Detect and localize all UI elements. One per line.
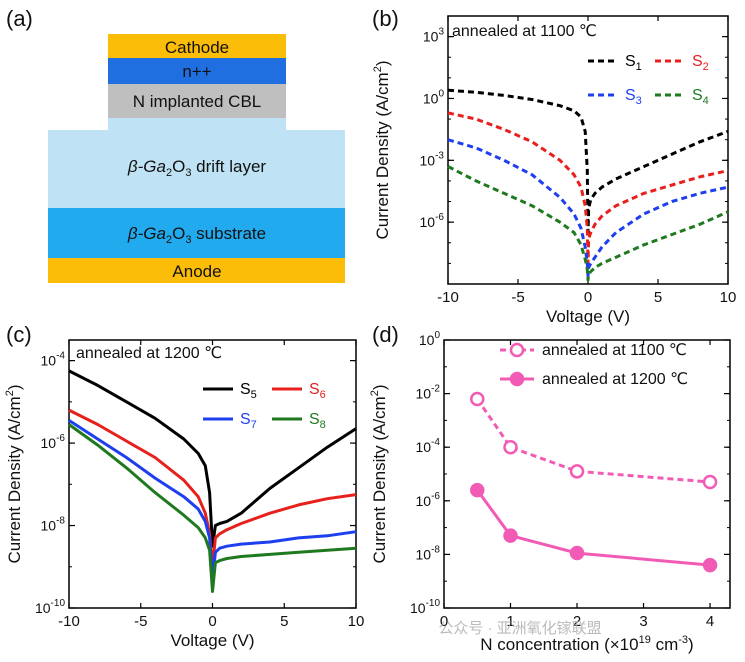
y-tick-label: 10-10 (410, 598, 440, 616)
y-tick-label: 10-2 (416, 384, 441, 402)
legend-label-1: annealed at 1200 ℃ (542, 371, 688, 388)
legend-marker-1 (509, 371, 525, 387)
layer-substrate (48, 208, 345, 258)
y-tick-label: 10-4 (416, 437, 441, 455)
legend-label-S7: S7 (240, 411, 257, 431)
legend-label-S2: S2 (692, 53, 709, 73)
legend-label-S5: S5 (240, 381, 257, 401)
chart-title: annealed at 1200 ℃ (76, 345, 222, 362)
series-line-S1 (447, 88, 729, 234)
legend-label-S8: S8 (309, 411, 326, 431)
x-tick-label: 10 (720, 289, 737, 306)
data-point (503, 528, 518, 543)
chart-panel-b: -10 -5 0 5 10 103 100 10-3 10-6 annealed at 1100 … (372, 15, 737, 326)
series-line-S5 (68, 369, 357, 548)
chart-panel-d: 0 1 2 3 4 100 10-2 10-4 10-6 10-8 10-10 annealed at… (369, 330, 731, 654)
x-axis-label: Voltage (V) (546, 307, 630, 326)
layer-drift (48, 118, 345, 208)
y-axis-label: Current Density (A/cm2) (369, 385, 389, 564)
x-tick-label: 5 (280, 613, 288, 630)
data-point (702, 474, 718, 490)
layer-n-implanted-cbl (108, 84, 286, 118)
x-tick-label: -5 (134, 613, 147, 630)
chart-title: annealed at 1100 ℃ (452, 23, 597, 40)
series-line-1 (476, 489, 711, 567)
watermark-text: 公众号 · 亚洲氧化镓联盟 (438, 620, 601, 637)
series-line-S3 (447, 138, 729, 278)
y-tick-label: 10-8 (41, 516, 66, 534)
y-tick-label: 10-3 (420, 150, 445, 168)
layer-label-n-plus-plus: n++ (182, 62, 211, 81)
legend-label-S3: S3 (625, 87, 642, 107)
layer-n-plus-plus (108, 58, 286, 84)
y-axis-label: Current Density (A/cm2) (372, 61, 392, 240)
x-tick-label: 4 (706, 613, 714, 630)
x-tick-label: 1 (506, 613, 514, 630)
data-point (470, 391, 485, 407)
y-tick-label: 10-10 (35, 598, 65, 616)
layer-label-cbl: N implanted CBL (133, 92, 262, 111)
y-tick-label: 10-4 (41, 351, 66, 369)
x-tick-label: -10 (437, 289, 459, 306)
layer-label-substrate: β-Ga2O3 substrate (127, 224, 266, 246)
x-axis-label: N concentration (×1019 cm-3) (480, 634, 693, 654)
series-line-S4 (447, 165, 729, 282)
panel-label-b: (b) (372, 6, 399, 31)
y-tick-label: 10-6 (416, 491, 441, 509)
layer-label-cathode: Cathode (165, 38, 229, 57)
y-tick-label: 10-8 (416, 544, 441, 562)
y-tick-label: 100 (423, 88, 445, 106)
legend-label-0: annealed at 1100 ℃ (542, 342, 687, 359)
layer-label-drift: β-Ga2O3 drift layer (127, 157, 267, 179)
device-diagram: Cathode n++ N implanted CBL β-Ga2O3 drif… (48, 34, 345, 283)
layer-label-anode: Anode (172, 262, 221, 281)
legend-marker-0 (509, 342, 525, 358)
x-tick-label: -5 (511, 289, 524, 306)
legend-label-S1: S1 (625, 53, 642, 73)
x-tick-label: 3 (639, 613, 647, 630)
x-tick-label: 2 (573, 613, 581, 630)
y-tick-label: 10-6 (41, 433, 66, 451)
layer-drift-top-right (286, 118, 345, 130)
legend-label-S4: S4 (692, 87, 709, 107)
y-tick-label: 100 (419, 330, 441, 348)
x-tick-label: -10 (58, 613, 80, 630)
x-tick-label: 10 (348, 613, 365, 630)
data-point (470, 482, 485, 498)
x-tick-label: 0 (208, 613, 216, 630)
chart-panel-c: -10 -5 0 5 10 10-4 10-6 10-8 10-10 annealed at 12… (4, 339, 365, 650)
data-point (702, 557, 718, 573)
layer-cathode (108, 34, 286, 58)
layer-anode (48, 258, 345, 283)
data-point (569, 545, 585, 561)
series-line-S8 (68, 423, 357, 593)
panel-label-a: (a) (6, 6, 33, 31)
y-axis-label: Current Density (A/cm2) (4, 385, 24, 564)
y-tick-label: 10-6 (420, 212, 445, 230)
y-tick-label: 103 (423, 27, 445, 45)
panel-label-c: (c) (6, 322, 32, 347)
x-axis-label: Voltage (V) (170, 631, 254, 650)
series-line-S2 (447, 111, 729, 265)
x-tick-label: 0 (440, 613, 448, 630)
series-line-0 (476, 398, 711, 484)
x-tick-label: 0 (584, 289, 592, 306)
data-point (503, 439, 518, 455)
legend-label-S6: S6 (309, 381, 326, 401)
x-tick-label: 5 (654, 289, 662, 306)
layer-drift-top-left (48, 118, 108, 130)
data-point (569, 464, 585, 479)
panel-label-d: (d) (372, 322, 399, 347)
